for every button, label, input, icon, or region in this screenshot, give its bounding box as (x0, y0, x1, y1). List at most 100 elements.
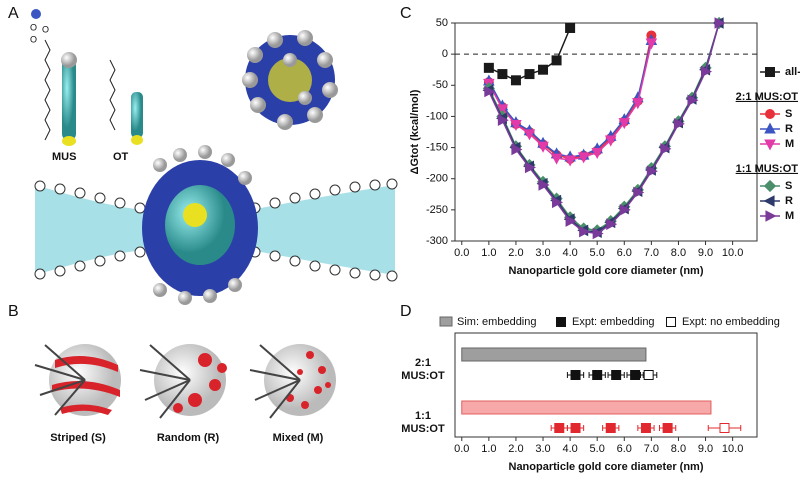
legend-marker (556, 317, 566, 327)
legend-label: all-MUS (785, 66, 800, 78)
x-tick-label: 2.0 (508, 443, 523, 455)
x-tick-label: 0.0 (454, 247, 469, 259)
panel-label: D (400, 303, 412, 320)
data-point (714, 17, 726, 29)
data-point (632, 98, 644, 110)
y-tick-label: -250 (426, 204, 448, 216)
data-point (640, 423, 651, 433)
data-point (643, 370, 654, 380)
legend-marker (764, 122, 776, 134)
legend-label: R (785, 123, 793, 135)
data-point (537, 141, 549, 153)
data-point (700, 65, 713, 78)
y-tick-label: 50 (436, 17, 448, 29)
x-tick-label: 6.0 (617, 443, 632, 455)
data-point (633, 186, 645, 199)
x-tick-label: 4.0 (562, 443, 577, 455)
data-point (523, 129, 536, 141)
x-tick-label: 6.0 (617, 247, 632, 259)
x-tick-label: 0.0 (454, 443, 469, 455)
x-tick-label: 5.0 (590, 443, 605, 455)
legend-swatch (439, 316, 453, 327)
data-point (605, 423, 616, 433)
panel-label: A (8, 5, 19, 22)
legend-marker (764, 139, 776, 151)
data-point (611, 370, 622, 380)
data-point (538, 64, 549, 75)
data-point (618, 118, 631, 130)
data-point (687, 94, 699, 107)
data-point (497, 114, 509, 126)
y-tick-label: -50 (432, 79, 448, 91)
data-point (673, 118, 685, 130)
data-point (552, 196, 564, 209)
data-point (646, 165, 658, 178)
data-point (524, 69, 535, 80)
y-tick-label: -150 (426, 141, 448, 153)
data-point (630, 370, 641, 380)
panel-label: C (400, 5, 412, 22)
svg-text:O: O (30, 22, 37, 32)
svg-text:O: O (30, 34, 37, 44)
data-point (497, 69, 508, 80)
x-tick-label: 3.0 (535, 443, 550, 455)
legend-label: M (785, 210, 794, 222)
legend-label: Sim: embedding (457, 316, 537, 328)
category-label: 1:1 MUS:OT (401, 410, 445, 435)
data-point (570, 423, 581, 433)
data-point (570, 370, 581, 380)
data-point (524, 161, 536, 174)
data-point (619, 204, 631, 216)
legend-marker (765, 67, 775, 77)
legend-heading: 2:1 MUS:OT (736, 91, 799, 103)
x-tick-label: 4.0 (562, 247, 577, 259)
data-point (565, 22, 576, 33)
x-tick-label: 1.0 (481, 247, 496, 259)
data-point (483, 62, 494, 73)
x-tick-label: 9.0 (698, 443, 713, 455)
legend-heading: 1:1 MUS:OT (736, 163, 799, 175)
data-point (604, 135, 617, 147)
x-tick-label: 7.0 (644, 247, 659, 259)
x-tick-label: 3.0 (535, 247, 550, 259)
category-label: 2:1 MUS:OT (401, 357, 445, 382)
legend-marker (763, 195, 775, 207)
x-tick-label: 10.0 (722, 247, 743, 259)
x-tick-label: 1.0 (481, 443, 496, 455)
data-point (510, 75, 521, 86)
y-tick-label: 0 (442, 48, 448, 60)
pattern-label: Striped (S) (50, 432, 106, 444)
x-tick-label: 8.0 (671, 443, 686, 455)
svg-text:O: O (42, 24, 49, 34)
data-point (564, 155, 576, 167)
data-point (662, 423, 673, 433)
molecule-label: OT (113, 151, 129, 163)
plot-frame (454, 22, 758, 242)
data-point (550, 153, 563, 165)
y-tick-label: -100 (426, 110, 448, 122)
legend-marker (765, 210, 777, 222)
data-point (606, 218, 618, 230)
pattern-label: Mixed (M) (273, 432, 324, 444)
x-tick-label: 10.0 (722, 443, 743, 455)
data-point (660, 143, 672, 155)
bar (461, 347, 647, 362)
x-tick-label: 2.0 (508, 247, 523, 259)
legend-marker (666, 317, 676, 327)
y-tick-label: -300 (426, 235, 448, 247)
legend-marker (765, 109, 775, 119)
legend-marker (763, 179, 777, 193)
legend-label: S (785, 180, 792, 192)
molecule-label: MUS (52, 151, 76, 163)
x-axis-label: Nanoparticle gold core diameter (nm) (509, 461, 704, 473)
data-point (551, 55, 562, 66)
legend-label: S (785, 108, 792, 120)
data-point (592, 227, 604, 240)
x-tick-label: 7.0 (644, 443, 659, 455)
data-point (510, 119, 522, 132)
x-tick-label: 9.0 (698, 247, 713, 259)
molecule-illustration: OOO MUS OT (30, 9, 398, 305)
data-point (484, 85, 496, 98)
